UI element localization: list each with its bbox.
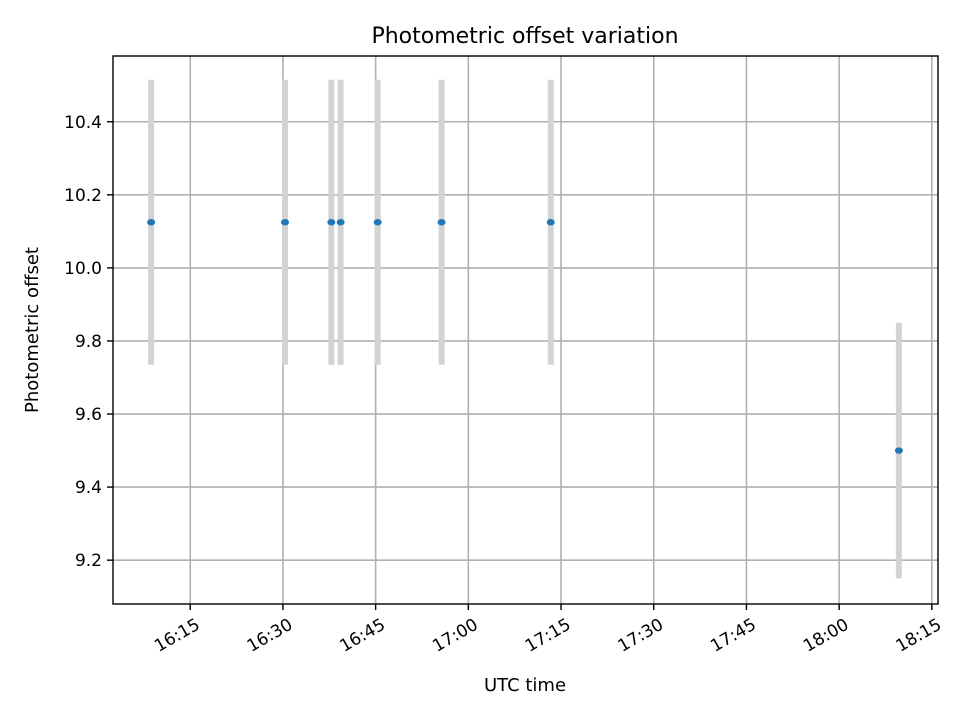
plot-frame: [112, 55, 939, 605]
x-axis-label: UTC time: [484, 675, 566, 696]
y-tick-label: 9.8: [75, 332, 102, 352]
y-axis-label: Photometric offset: [22, 247, 43, 413]
data-point: [281, 219, 290, 226]
x-tick-label: 17:45: [707, 615, 759, 657]
x-tick-label: 16:45: [337, 615, 389, 657]
data-point: [147, 219, 156, 226]
chart-title: Photometric offset variation: [371, 24, 678, 49]
x-tick-label: 16:30: [244, 615, 296, 657]
data-point: [546, 219, 555, 226]
data-point: [437, 219, 446, 226]
x-tick-label: 18:00: [800, 615, 852, 657]
x-tick-label: 17:15: [522, 615, 574, 657]
data-layer: [147, 79, 903, 579]
data-point: [894, 447, 903, 454]
y-tick-label: 10.0: [64, 259, 102, 279]
y-tick-label: 9.6: [75, 405, 102, 425]
y-tick-label: 10.2: [64, 186, 102, 206]
x-tick-label: 17:00: [429, 615, 481, 657]
x-tick-label: 17:30: [615, 615, 667, 657]
data-point: [336, 219, 345, 226]
x-tick-label: 16:15: [151, 615, 203, 657]
grid-layer: [113, 56, 938, 604]
data-point: [373, 219, 382, 226]
y-tick-label: 9.4: [75, 478, 102, 498]
y-tick-label: 9.2: [75, 551, 102, 571]
x-tick-label: 18:15: [893, 615, 945, 657]
y-tick-label: 10.4: [64, 113, 102, 133]
data-point: [327, 219, 336, 226]
